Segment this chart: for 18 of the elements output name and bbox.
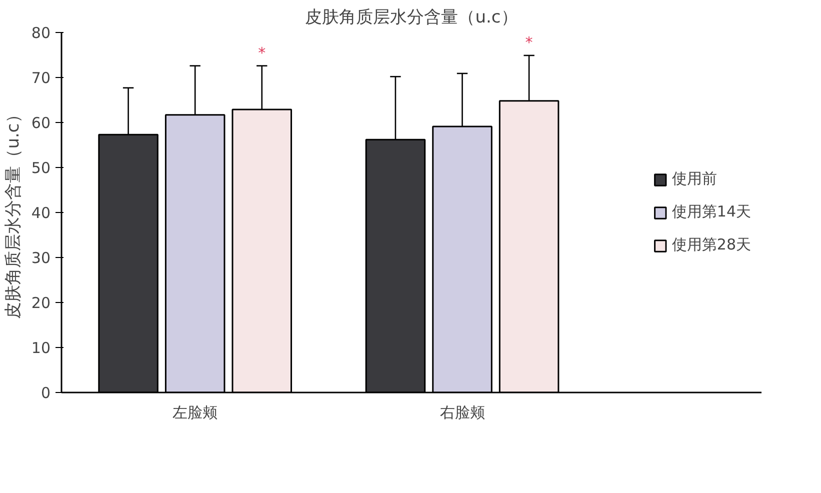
legend-label: 使用第28天 <box>672 236 751 254</box>
y-tick-label: 50 <box>31 159 51 177</box>
y-tick-label: 60 <box>31 114 51 132</box>
annotation: * <box>258 44 266 62</box>
y-tick-label: 80 <box>31 24 51 42</box>
legend-label: 使用第14天 <box>672 202 751 222</box>
annotation: * <box>525 33 534 52</box>
y-tick-label: 40 <box>31 204 51 222</box>
y-tick-label: 70 <box>31 69 51 87</box>
legend-label: 使用前 <box>672 170 717 188</box>
y-tick-label: 30 <box>31 249 51 267</box>
y-tick-label: 20 <box>31 294 51 312</box>
y-axis-title: 皮肤角质层水分含量（u.c） <box>3 106 24 319</box>
x-tick-label: 右脸颊 <box>440 404 485 422</box>
y-tick-label: 0 <box>40 384 51 402</box>
y-tick-label: 10 <box>31 339 51 357</box>
chart-title: 皮肤角质层水分含量（u.c） <box>305 8 518 28</box>
x-tick-label: 左脸颊 <box>172 404 218 422</box>
